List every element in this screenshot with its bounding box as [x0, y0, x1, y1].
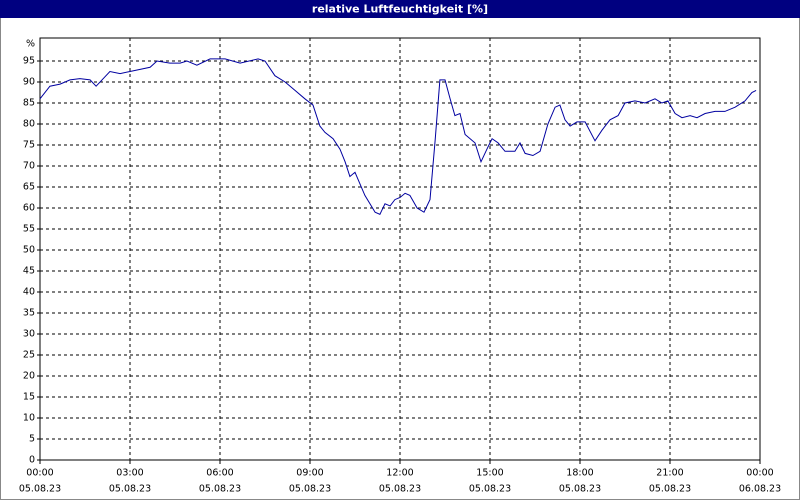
- y-tick-label: 60: [23, 203, 35, 214]
- data-line: [39, 58, 757, 215]
- x-tick-date: 06.08.23: [739, 484, 781, 495]
- y-tick-label: 40: [23, 287, 35, 298]
- x-tick-date: 05.08.23: [199, 484, 241, 495]
- y-tick-label: 85: [23, 98, 35, 109]
- y-tick-label: 35: [23, 308, 35, 319]
- x-tick-label: 12:00: [386, 468, 413, 479]
- x-tick-label: 18:00: [566, 468, 593, 479]
- x-tick-label: 00:00: [746, 468, 773, 479]
- y-tick-label: 0: [29, 455, 35, 466]
- y-tick-label: 80: [23, 119, 35, 130]
- y-tick-label: 65: [23, 182, 35, 193]
- y-tick-label: 20: [23, 371, 35, 382]
- chart-title: relative Luftfeuchtigkeit [%]: [312, 3, 488, 16]
- x-tick-date: 05.08.23: [649, 484, 691, 495]
- title-bar: [0, 0, 800, 18]
- y-tick-label: 90: [23, 77, 35, 88]
- y-tick-label: 95: [23, 56, 35, 67]
- x-tick-label: 09:00: [296, 468, 323, 479]
- y-tick-label: 75: [23, 140, 35, 151]
- x-tick-date: 05.08.23: [109, 484, 151, 495]
- x-tick-date: 05.08.23: [469, 484, 511, 495]
- x-tick-date: 05.08.23: [19, 484, 61, 495]
- x-tick-label: 15:00: [476, 468, 503, 479]
- y-tick-label: 30: [23, 329, 35, 340]
- y-axis-label: %: [26, 39, 35, 50]
- y-tick-label: 15: [23, 392, 35, 403]
- x-tick-date: 05.08.23: [289, 484, 331, 495]
- x-tick-date: 05.08.23: [379, 484, 421, 495]
- x-tick-label: 21:00: [656, 468, 683, 479]
- x-tick-label: 03:00: [116, 468, 143, 479]
- x-tick-date: 05.08.23: [559, 484, 601, 495]
- y-tick-label: 70: [23, 161, 35, 172]
- y-tick-label: 10: [23, 413, 35, 424]
- x-tick-label: 06:00: [206, 468, 233, 479]
- y-tick-label: 50: [23, 245, 35, 256]
- y-tick-label: 45: [23, 266, 35, 277]
- y-tick-label: 25: [23, 350, 35, 361]
- y-tick-label: 5: [29, 434, 35, 445]
- y-tick-label: 55: [23, 224, 35, 235]
- x-tick-label: 00:00: [26, 468, 53, 479]
